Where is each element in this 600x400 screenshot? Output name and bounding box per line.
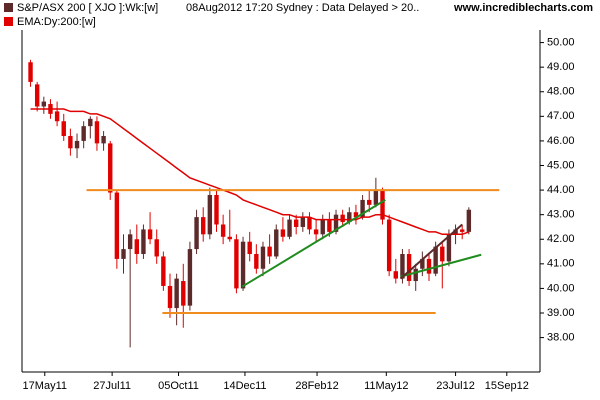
candle-body (81, 126, 86, 141)
y-tick-label: 40.00 (547, 282, 575, 294)
candle-body (466, 209, 472, 232)
candle-body (406, 254, 412, 282)
x-tick-label: 17May11 (23, 380, 67, 392)
candle-body (426, 258, 432, 274)
candle-body (433, 246, 438, 274)
candle-body (88, 118, 93, 127)
candle-body (347, 212, 352, 223)
candle-body (367, 199, 372, 205)
legend-swatch (4, 3, 13, 12)
legend-swatch (4, 17, 13, 26)
candle-body (453, 229, 458, 235)
candle-body (41, 101, 47, 107)
candle-body (267, 246, 272, 257)
x-tick-label: 27Jul11 (93, 380, 131, 392)
candle-body (68, 136, 73, 149)
candle-body (373, 190, 379, 205)
candle-body (61, 121, 66, 136)
trend-line (399, 223, 463, 280)
x-tick-label: 28Feb12 (295, 380, 338, 392)
candle-body (121, 249, 126, 259)
candle-body (227, 236, 232, 240)
candle-body (108, 143, 113, 193)
y-tick-label: 46.00 (547, 135, 575, 147)
y-tick-label: 47.00 (547, 110, 575, 122)
x-tick-label: 05Oct11 (158, 380, 199, 392)
candle-body (280, 229, 286, 237)
candle-body (101, 136, 106, 144)
candle-body (260, 246, 266, 269)
candle-body (420, 258, 425, 269)
candle-body (114, 192, 120, 259)
candle-body (187, 249, 193, 306)
candle-body (287, 219, 292, 237)
candle-body (94, 121, 100, 144)
candle-body (147, 229, 153, 240)
candle-body (54, 111, 60, 122)
y-tick-label: 42.00 (547, 233, 575, 245)
candle-body (413, 268, 418, 282)
candle-body (174, 278, 179, 309)
x-tick-label: 14Dec11 (223, 380, 266, 392)
candle-body (34, 84, 40, 107)
y-tick-label: 38.00 (547, 331, 575, 343)
candle-body (134, 239, 139, 254)
candle-body (313, 229, 319, 235)
candle-body (194, 217, 199, 250)
trend-line (241, 199, 386, 288)
candle-body (446, 234, 452, 262)
candle-body (247, 241, 252, 254)
x-tick-label: 15Sep12 (485, 380, 529, 392)
candle-body (380, 190, 385, 220)
candle-body (141, 229, 146, 254)
candle-body (234, 239, 239, 289)
y-tick-label: 50.00 (547, 36, 575, 48)
candle-body (400, 254, 405, 279)
candle-body (327, 219, 332, 232)
candle-body (307, 217, 312, 230)
candle-body (340, 214, 345, 223)
candle-body (333, 214, 339, 232)
x-tick-label: 11May12 (364, 380, 408, 392)
chart-title: 08Aug2012 17:20 Sydney : Data Delayed > … (186, 2, 419, 14)
y-tick-label: 39.00 (547, 307, 575, 319)
candle-body (154, 239, 159, 257)
candle-body (353, 212, 359, 218)
candle-body (240, 241, 246, 289)
candle-body (201, 217, 206, 235)
candle-body (360, 199, 365, 218)
candle-body (440, 246, 445, 262)
candle-body (167, 285, 173, 309)
y-tick-label: 45.00 (547, 159, 575, 171)
y-tick-label: 49.00 (547, 61, 575, 73)
y-tick-label: 48.00 (547, 86, 575, 98)
candle-body (74, 140, 80, 149)
candle-body (320, 219, 325, 235)
candle-body (460, 229, 465, 232)
source: www.incrediblecharts.com (453, 2, 593, 14)
legend-label: EMA:Dy:200:[w] (17, 16, 96, 28)
candle-body (274, 229, 279, 257)
x-tick-label: 23Jul12 (436, 380, 475, 392)
candle-body (254, 254, 259, 269)
candle-body (207, 195, 213, 235)
y-tick-label: 41.00 (547, 258, 575, 270)
candle-body (161, 256, 166, 286)
candle-body (386, 219, 392, 272)
candle-body (300, 217, 306, 227)
candle-body (293, 219, 299, 227)
candle-body (393, 271, 398, 279)
candle-body (28, 62, 33, 82)
y-tick-label: 44.00 (547, 184, 575, 196)
ema-line (30, 108, 470, 236)
candle-body (127, 234, 133, 250)
candle-body (220, 224, 226, 237)
trend-line (400, 253, 482, 278)
y-tick-label: 43.00 (547, 209, 575, 221)
candle-body (181, 281, 186, 306)
legend-label: S&P/ASX 200 [ XJO ]:Wk:[w] (17, 2, 158, 14)
candle-body (214, 195, 219, 225)
